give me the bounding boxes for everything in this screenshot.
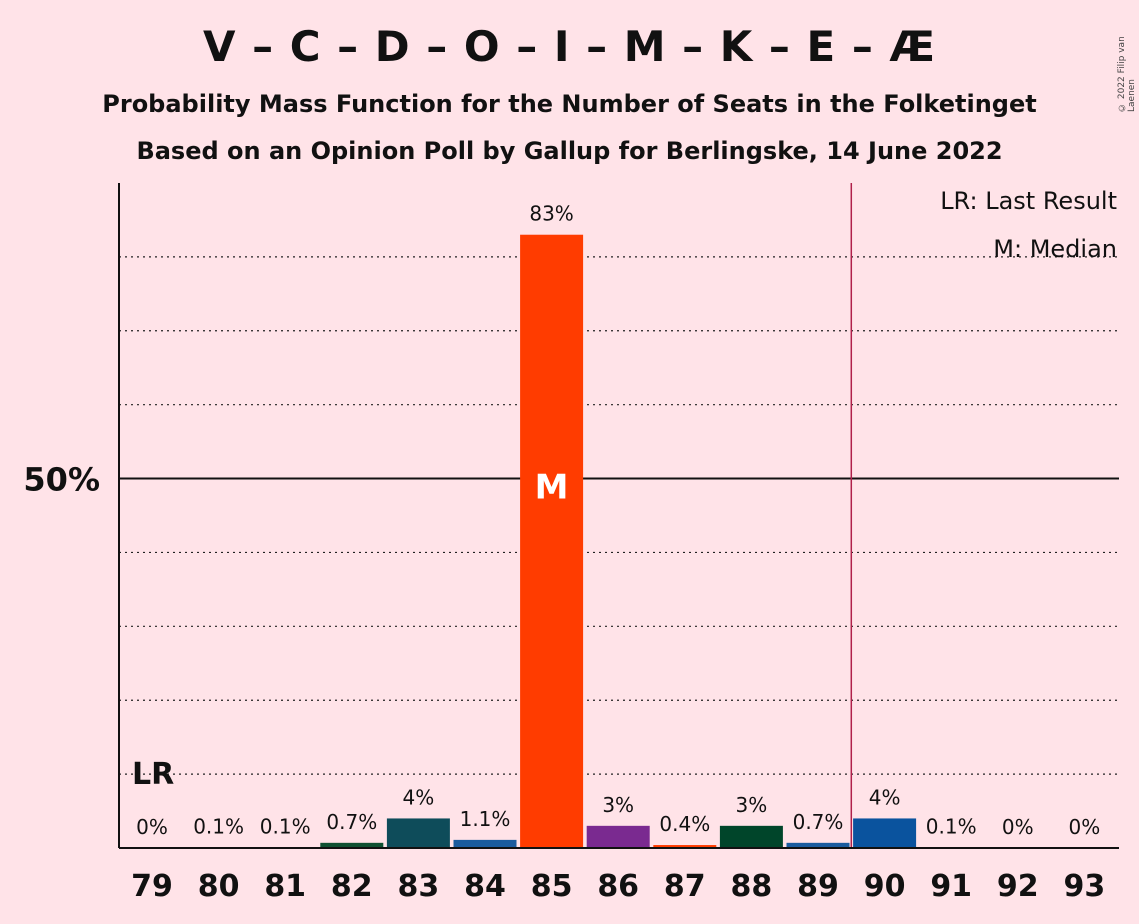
value-label-seat-87: 0.4%	[659, 812, 710, 836]
x-tick-89: 89	[797, 869, 839, 904]
x-tick-91: 91	[930, 869, 972, 904]
value-label-seat-82: 0.7%	[326, 810, 377, 834]
value-label-seat-89: 0.7%	[793, 810, 844, 834]
value-label-seat-91: 0.1%	[926, 814, 977, 838]
bar-seat-87	[653, 845, 717, 848]
x-tick-85: 85	[531, 869, 573, 904]
x-tick-88: 88	[731, 869, 773, 904]
chart-title: V – C – D – O – I – M – K – E – Æ	[202, 22, 937, 71]
x-tick-80: 80	[198, 869, 240, 904]
x-tick-90: 90	[864, 869, 906, 904]
y-tick-label-50: 50%	[23, 461, 100, 499]
gridlines	[119, 256, 1119, 775]
bar-seat-88	[719, 825, 783, 848]
value-label-seat-93: 0%	[1069, 815, 1101, 839]
value-labels: 0% LR 0.1% 0.1% 0.7% 4% 1.1% 83% 3% 0.4% 3% 0.7% 4% 0…	[132, 202, 1100, 839]
bar-seat-82	[320, 842, 384, 848]
bar-seat-85	[520, 234, 584, 848]
value-label-seat-90: 4%	[869, 785, 901, 809]
value-label-seat-92: 0%	[1002, 815, 1034, 839]
x-tick-92: 92	[997, 869, 1039, 904]
bar-seat-83	[386, 818, 450, 848]
value-label-seat-83: 4%	[403, 785, 435, 809]
value-label-seat-80: 0.1%	[193, 814, 244, 838]
x-tick-labels: 79 80 81 82 83 84 85 86 87 88 89 90 91 92 93	[131, 869, 1105, 904]
value-label-seat-79: 0%	[136, 815, 168, 839]
chart-subtitle-2: Based on an Opinion Poll by Gallup for B…	[136, 137, 1003, 165]
value-label-seat-85: 83%	[529, 202, 573, 226]
chart-subtitle-1: Probability Mass Function for the Number…	[102, 90, 1037, 118]
bar-seat-84	[453, 839, 517, 848]
legend-median: M: Median	[993, 235, 1117, 263]
bar-seat-90	[853, 818, 917, 848]
bars: M	[187, 183, 983, 849]
value-label-seat-84: 1.1%	[460, 807, 511, 831]
x-tick-81: 81	[264, 869, 306, 904]
value-label-seat-88: 3%	[736, 793, 768, 817]
x-tick-87: 87	[664, 869, 706, 904]
bar-seat-89	[786, 842, 850, 848]
legend-last-result: LR: Last Result	[940, 187, 1117, 215]
last-result-marker: LR	[132, 757, 174, 792]
x-tick-79: 79	[131, 869, 173, 904]
x-tick-83: 83	[398, 869, 440, 904]
bar-seat-86	[586, 825, 650, 848]
value-label-seat-86: 3%	[602, 793, 634, 817]
x-tick-82: 82	[331, 869, 373, 904]
median-marker: M	[535, 467, 569, 507]
x-tick-84: 84	[464, 869, 506, 904]
value-label-seat-81: 0.1%	[260, 814, 311, 838]
x-tick-93: 93	[1064, 869, 1106, 904]
x-tick-86: 86	[597, 869, 639, 904]
